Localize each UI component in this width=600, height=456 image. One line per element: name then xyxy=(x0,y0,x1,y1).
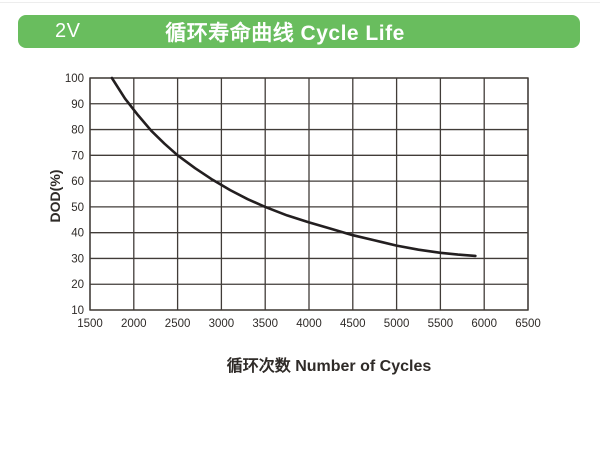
y-tick-label: 60 xyxy=(71,176,84,188)
header-bar: 2V 循环寿命曲线 Cycle Life xyxy=(18,15,580,48)
plot-border xyxy=(89,77,529,311)
x-tick-label: 3000 xyxy=(209,318,235,330)
x-axis-label: 循环次数 Number of Cycles xyxy=(226,358,432,375)
y-axis-label: DOD(%) xyxy=(47,169,63,223)
x-tick-label: 4500 xyxy=(340,318,366,330)
x-tick-label: 6000 xyxy=(471,318,497,330)
x-tick-label: 2000 xyxy=(121,318,147,330)
y-tick-label: 100 xyxy=(65,73,84,85)
y-tick-label: 50 xyxy=(71,202,84,214)
x-tick-label: 6500 xyxy=(515,318,541,330)
cycle-life-curve xyxy=(110,76,477,258)
x-tick-label: 4000 xyxy=(296,318,322,330)
x-tick-label: 5500 xyxy=(428,318,454,330)
y-tick-label: 80 xyxy=(71,125,84,137)
y-tick-label: 70 xyxy=(71,150,84,162)
y-tick-label: 30 xyxy=(71,253,84,265)
x-tick-label: 1500 xyxy=(77,318,103,330)
x-tick-label: 5000 xyxy=(384,318,410,330)
y-tick-label: 40 xyxy=(71,228,84,240)
page-title: 循环寿命曲线 Cycle Life xyxy=(165,21,405,45)
y-tick-label: 10 xyxy=(71,305,84,317)
voltage-badge: 2V xyxy=(55,20,81,42)
x-tick-label: 3500 xyxy=(252,318,278,330)
x-tick-label: 2500 xyxy=(165,318,191,330)
top-divider xyxy=(0,2,600,3)
y-tick-label: 90 xyxy=(71,99,84,111)
y-tick-label: 20 xyxy=(71,279,84,291)
